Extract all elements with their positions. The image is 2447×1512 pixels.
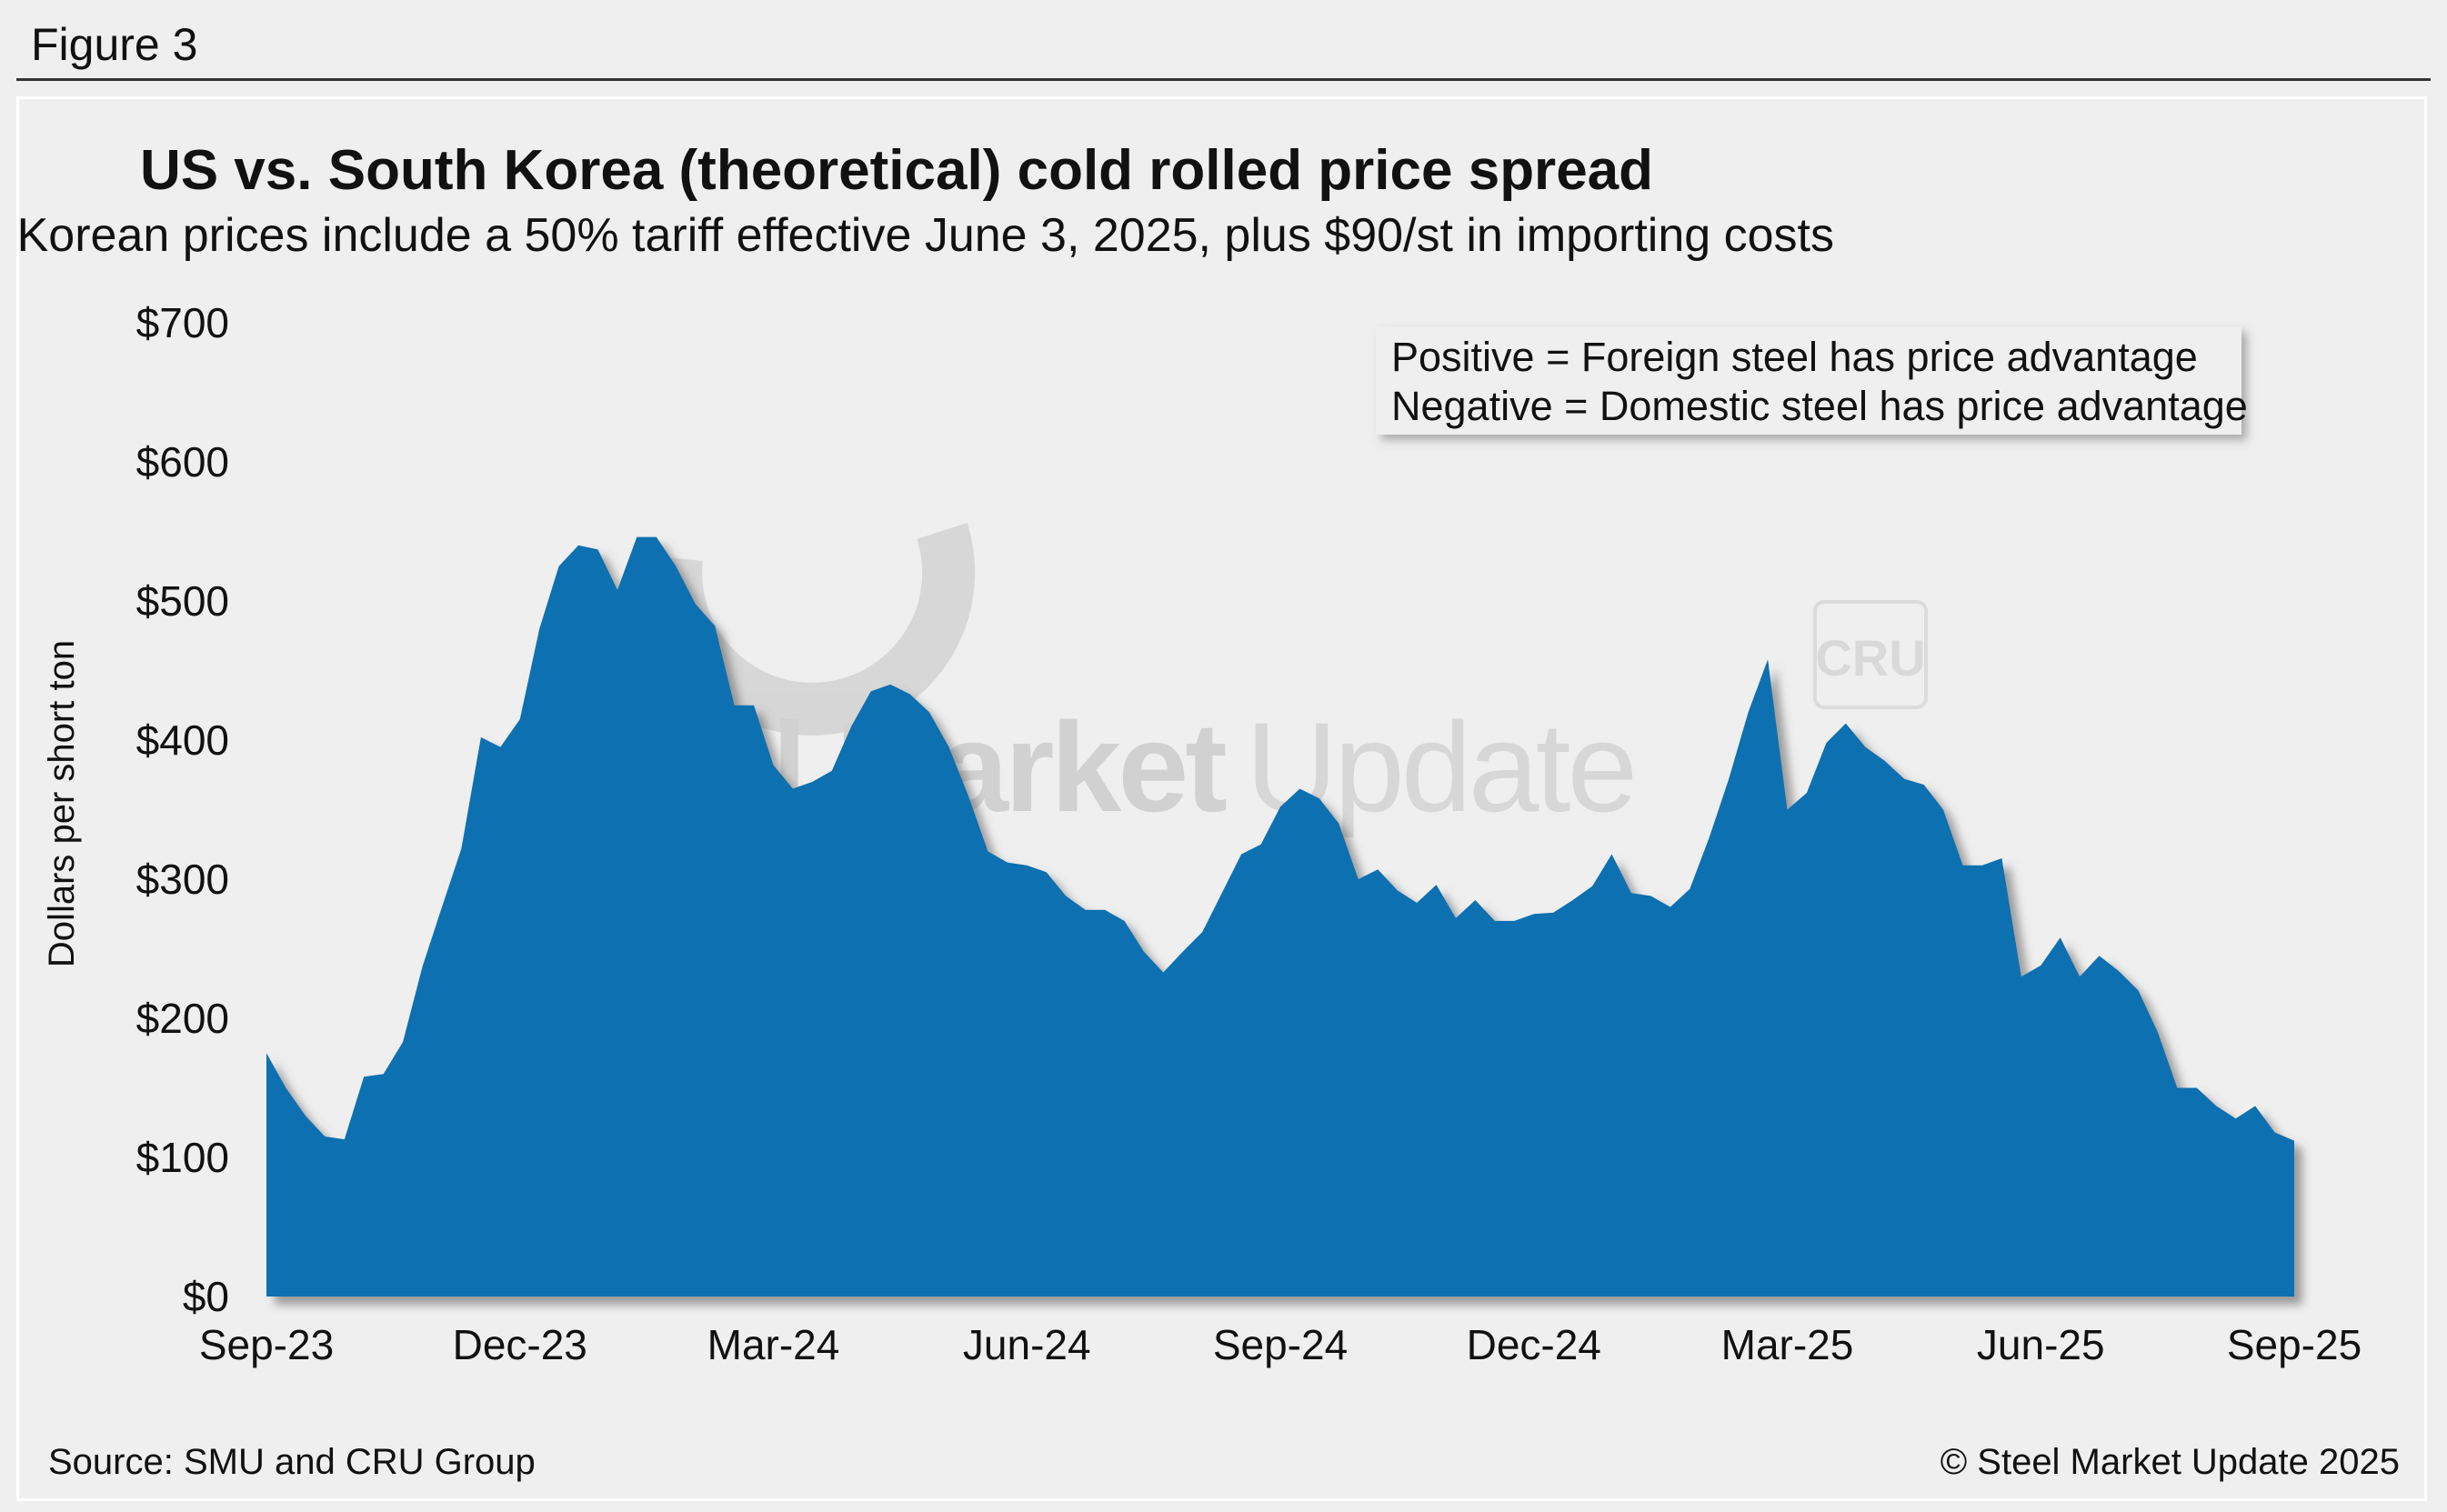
y-tick-label: $0 [183, 1273, 229, 1320]
x-tick-label: Sep-23 [199, 1321, 334, 1368]
chart-panel: US vs. South Korea (theoretical) cold ro… [16, 96, 2427, 1501]
x-tick-label: Mar-25 [1721, 1321, 1854, 1368]
x-tick-label: Dec-24 [1467, 1321, 1601, 1368]
y-tick-label: $300 [136, 856, 229, 903]
y-tick-label: $400 [136, 716, 229, 764]
x-tick-label: Sep-24 [1213, 1321, 1348, 1368]
x-tick-label: Jun-25 [1977, 1321, 2105, 1368]
annotation-background [1376, 326, 2241, 435]
annotation-box: Positive = Foreign steel has price advan… [1376, 326, 2248, 435]
x-tick-label: Dec-23 [453, 1321, 587, 1368]
chart-title: US vs. South Korea (theoretical) cold ro… [140, 139, 1653, 202]
watermark-badge-text: CRU [1815, 629, 1925, 686]
chart-subtitle: S. Korean prices include a 50% tariff ef… [19, 209, 1834, 262]
y-tick-label: $600 [136, 438, 229, 486]
figure-label: Figure 3 [31, 19, 198, 70]
spread-area [266, 536, 2294, 1297]
x-tick-label: Mar-24 [707, 1321, 840, 1368]
y-axis-ticks: $0 $100 $200 $300 $400 $500 $600 $700 [136, 299, 229, 1320]
x-tick-label: Sep-25 [2227, 1321, 2362, 1368]
chart-svg: US vs. South Korea (theoretical) cold ro… [19, 139, 2400, 1482]
copyright-note: © Steel Market Update 2025 [1941, 1442, 2400, 1482]
watermark-badge [1813, 600, 1928, 709]
source-note: Source: SMU and CRU Group [48, 1442, 536, 1482]
x-tick-label: Jun-24 [963, 1321, 1091, 1368]
annotation-positive: Positive = Foreign steel has price advan… [1391, 334, 2198, 380]
y-tick-label: $700 [136, 299, 229, 346]
y-tick-label: $200 [136, 995, 229, 1042]
y-axis-label: Dollars per short ton [42, 640, 82, 967]
annotation-negative: Negative = Domestic steel has price adva… [1391, 383, 2248, 429]
x-axis-ticks: Sep-23 Dec-23 Mar-24 Jun-24 Sep-24 Dec-24 Mar-… [199, 1321, 2362, 1368]
y-tick-label: $500 [136, 577, 229, 625]
y-tick-label: $100 [136, 1134, 229, 1181]
figure-divider [16, 78, 2431, 81]
